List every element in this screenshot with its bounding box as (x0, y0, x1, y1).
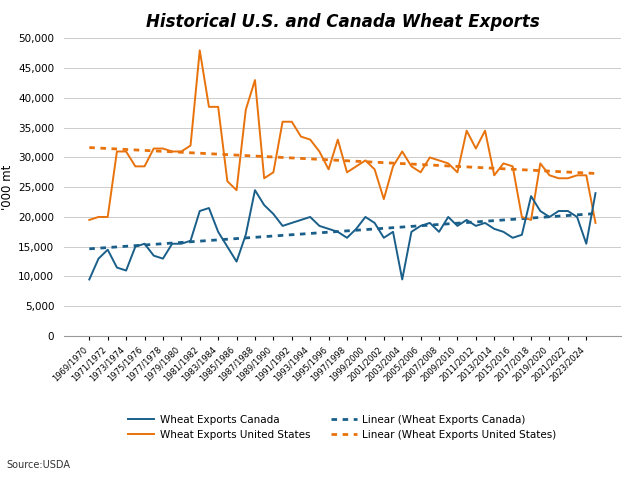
Linear (Wheat Exports Canada) (417, 223, 424, 228)
Linear (Wheat Exports United States) (269, 154, 277, 160)
Linear (Wheat Exports United States) (95, 145, 102, 151)
Linear (Wheat Exports United States) (371, 159, 378, 165)
Linear (Wheat Exports Canada) (472, 219, 480, 225)
Wheat Exports United States (279, 119, 287, 125)
Linear (Wheat Exports Canada) (371, 226, 378, 232)
Y-axis label: '000 mt: '000 mt (1, 165, 14, 210)
Linear (Wheat Exports Canada) (86, 246, 93, 252)
Wheat Exports United States (426, 155, 434, 160)
Wheat Exports United States (95, 214, 102, 220)
Linear (Wheat Exports United States) (591, 170, 599, 176)
Wheat Exports Canada (251, 187, 259, 193)
Wheat Exports Canada (279, 223, 287, 229)
Wheat Exports United States (380, 196, 388, 202)
Wheat Exports United States (591, 220, 599, 226)
Linear (Wheat Exports Canada) (95, 245, 102, 251)
Wheat Exports Canada (380, 235, 388, 240)
Linear (Wheat Exports United States) (417, 162, 424, 168)
Line: Linear (Wheat Exports United States): Linear (Wheat Exports United States) (90, 147, 595, 173)
Wheat Exports United States (196, 48, 204, 53)
Linear (Wheat Exports Canada) (269, 233, 277, 239)
Wheat Exports United States (86, 217, 93, 223)
Wheat Exports Canada (95, 256, 102, 262)
Wheat Exports Canada (426, 220, 434, 226)
Wheat Exports Canada (86, 276, 93, 282)
Line: Wheat Exports United States: Wheat Exports United States (90, 50, 595, 223)
Linear (Wheat Exports United States) (86, 144, 93, 150)
Legend: Wheat Exports Canada, Wheat Exports United States, Linear (Wheat Exports Canada): Wheat Exports Canada, Wheat Exports Unit… (124, 410, 561, 444)
Text: Source:USDA: Source:USDA (6, 460, 70, 470)
Title: Historical U.S. and Canada Wheat Exports: Historical U.S. and Canada Wheat Exports (145, 13, 540, 31)
Wheat Exports United States (408, 164, 415, 169)
Line: Wheat Exports Canada: Wheat Exports Canada (90, 190, 595, 279)
Wheat Exports Canada (481, 220, 489, 226)
Wheat Exports United States (481, 128, 489, 133)
Linear (Wheat Exports United States) (472, 165, 480, 170)
Line: Linear (Wheat Exports Canada): Linear (Wheat Exports Canada) (90, 214, 595, 249)
Linear (Wheat Exports United States) (398, 161, 406, 167)
Wheat Exports Canada (408, 229, 415, 235)
Linear (Wheat Exports Canada) (398, 224, 406, 230)
Linear (Wheat Exports Canada) (591, 211, 599, 216)
Wheat Exports Canada (591, 190, 599, 196)
